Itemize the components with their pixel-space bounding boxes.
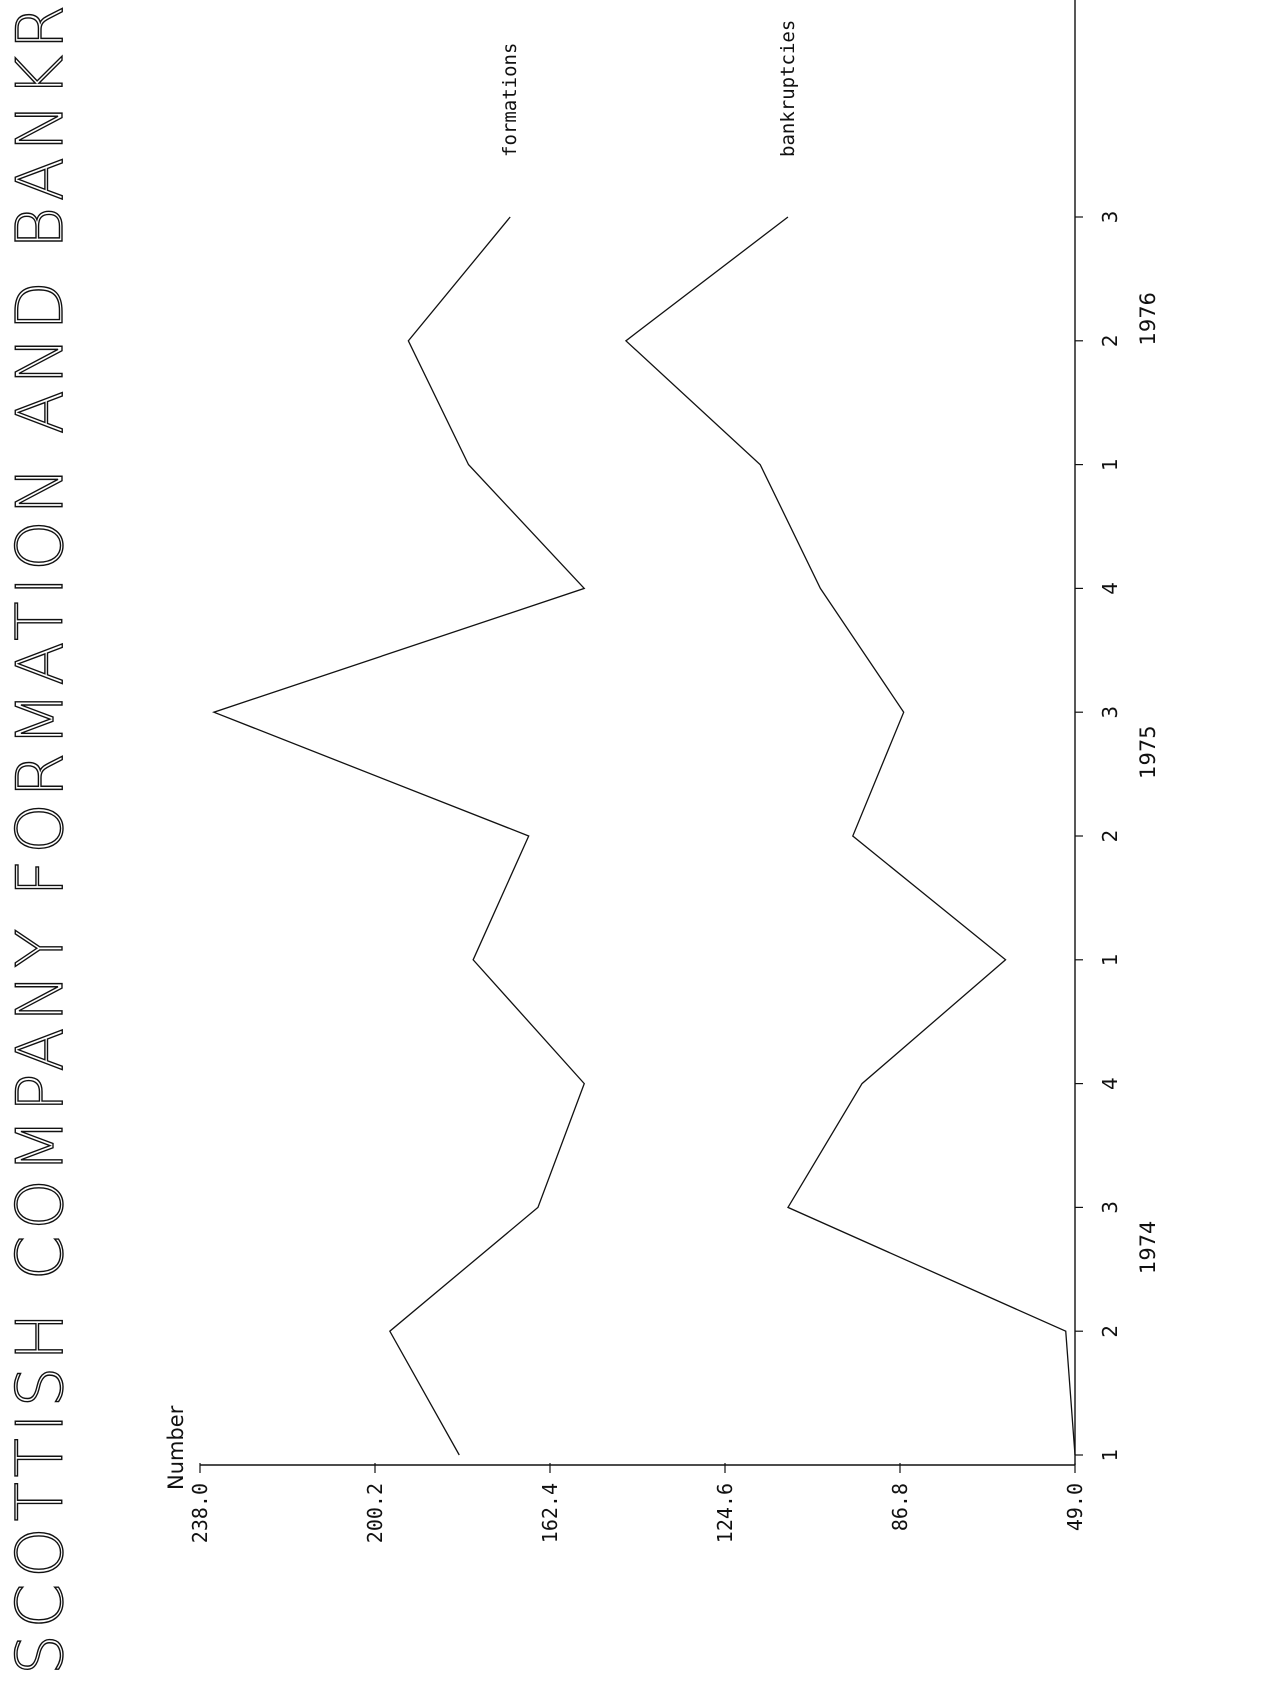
x-tick-label: 2: [1098, 334, 1122, 347]
y-tick-label: 238.0: [188, 1483, 212, 1543]
year-label: 1975: [1136, 725, 1160, 778]
x-tick-label: 2: [1098, 1325, 1122, 1338]
y-axis-ticks: 49.0 86.8 124.6 162.4 200.2 238.0: [188, 1463, 1087, 1543]
y-tick-label: 200.2: [363, 1483, 387, 1543]
series-label-formations: formations: [499, 43, 521, 157]
y-axis-title: Number: [164, 1405, 188, 1490]
x-tick-label: 1: [1098, 1449, 1122, 1462]
x-tick-label: 2: [1098, 830, 1122, 843]
x-tick-label: 4: [1098, 582, 1122, 595]
year-labels: 1974 1975 1976: [1136, 292, 1160, 1274]
x-axis-ticks: 1 2 3 4 1 2 3 4 1 2 3: [1075, 211, 1122, 1462]
series-line-bankruptcies: [624, 216, 1076, 1456]
x-tick-label: 1: [1098, 953, 1122, 966]
y-tick-label: 86.8: [888, 1483, 912, 1531]
series-label-bankruptcies: bankruptcies: [777, 20, 799, 157]
x-tick-label: 1: [1098, 458, 1122, 471]
year-label: 1976: [1136, 292, 1160, 345]
x-tick-label: 3: [1098, 1201, 1122, 1214]
x-tick-label: 4: [1098, 1077, 1122, 1090]
x-tick-label: 3: [1098, 706, 1122, 719]
series-lines: formations bankruptcies: [211, 20, 1076, 1456]
y-tick-label: 49.0: [1063, 1483, 1087, 1531]
x-tick-label: 3: [1098, 211, 1122, 224]
y-tick-label: 124.6: [713, 1483, 737, 1543]
chart-title: SCOTTISH COMPANY FORMATION AND BANKRUPTC…: [4, 0, 78, 1675]
year-label: 1974: [1136, 1221, 1160, 1274]
y-tick-label: 162.4: [538, 1483, 562, 1543]
series-line-formations: [211, 216, 586, 1456]
